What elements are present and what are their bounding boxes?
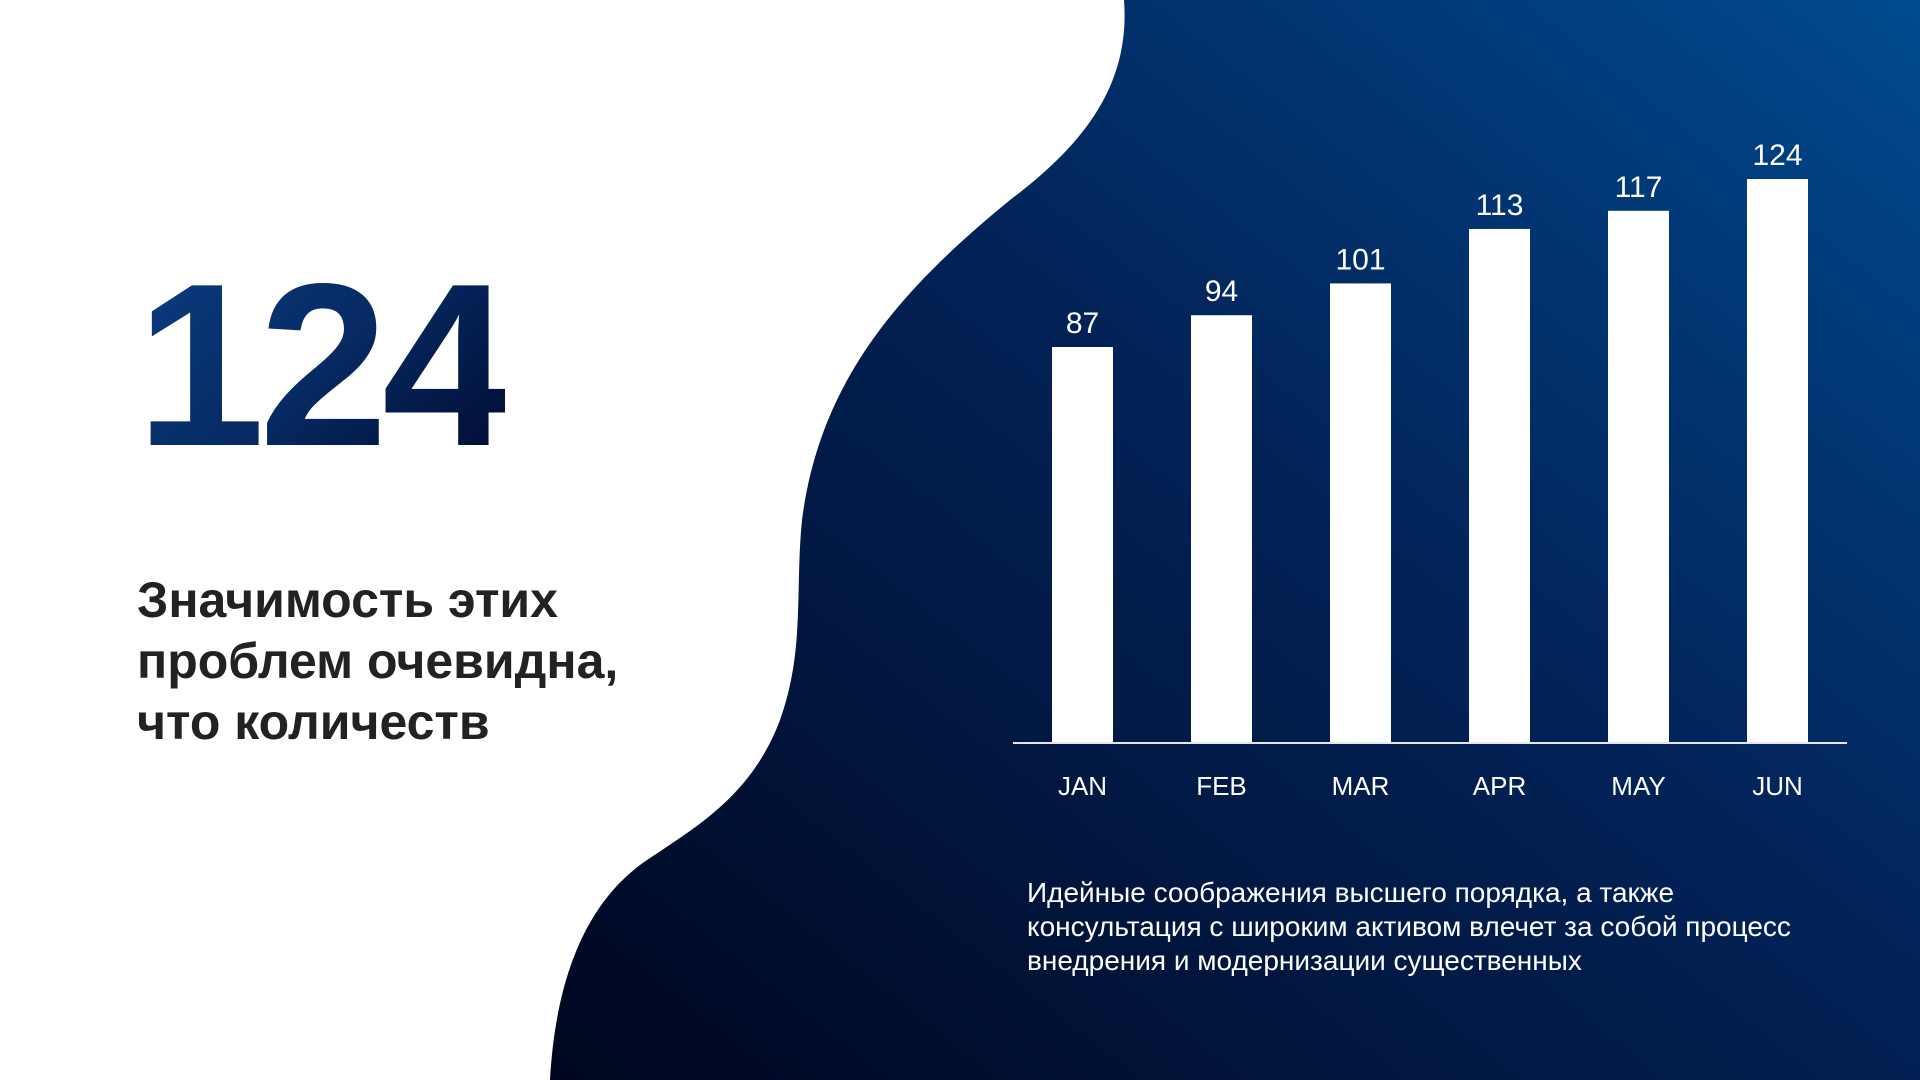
bar-may — [1608, 210, 1669, 743]
heading: Значимость этих проблем очевидна, что ко… — [137, 572, 619, 750]
data-label: 101 — [1335, 243, 1385, 276]
description-paragraph: Идейные соображения высшего порядка, а т… — [1027, 877, 1791, 976]
x-tick-label: FEB — [1196, 771, 1247, 801]
highlight-number: 124 — [136, 236, 511, 495]
bar-jun — [1747, 179, 1808, 742]
data-label: 117 — [1615, 171, 1663, 204]
x-tick-label: MAY — [1611, 771, 1665, 801]
data-label: 124 — [1752, 139, 1802, 172]
data-label: 94 — [1205, 275, 1238, 308]
bar-feb — [1191, 315, 1252, 742]
bar-apr — [1469, 228, 1530, 742]
x-tick-label: APR — [1473, 771, 1526, 801]
data-label: 113 — [1476, 189, 1524, 222]
bar-jan — [1052, 346, 1113, 742]
x-tick-label: MAR — [1332, 771, 1390, 801]
data-label: 87 — [1066, 307, 1099, 340]
x-tick-label: JUN — [1752, 771, 1803, 801]
bar-mar — [1330, 283, 1391, 742]
x-tick-label: JAN — [1058, 771, 1107, 801]
